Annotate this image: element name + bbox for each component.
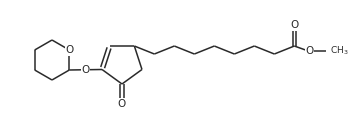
Text: O: O [305,46,313,56]
Text: O: O [81,65,90,75]
Text: CH$_3$: CH$_3$ [330,45,349,57]
Text: O: O [65,45,74,55]
Text: O: O [118,99,126,109]
Text: O: O [290,20,298,30]
